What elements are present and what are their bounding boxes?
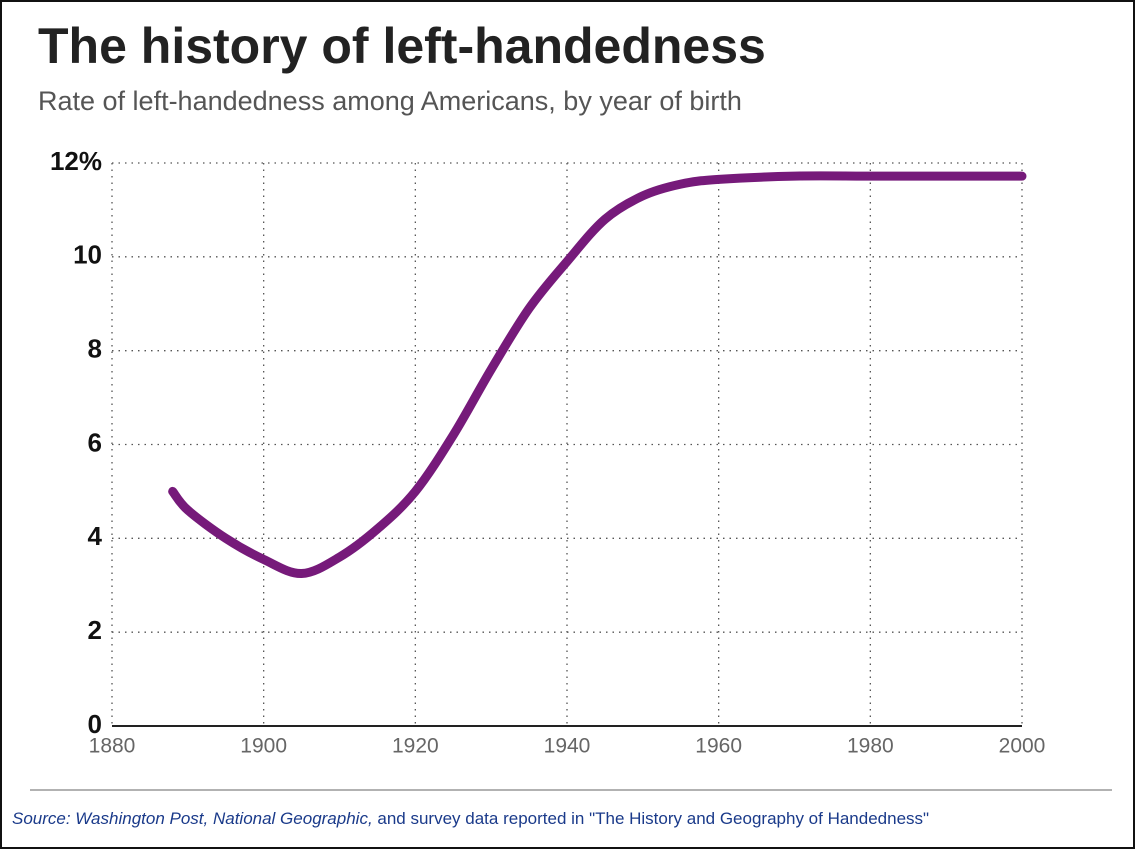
y-tick-label: 10 — [73, 240, 102, 270]
y-tick-label: 4 — [88, 521, 103, 551]
y-tick-label: 2 — [88, 615, 102, 645]
y-tick-label: 0 — [88, 709, 102, 739]
x-tick-label: 2000 — [999, 735, 1046, 758]
chart-subtitle: Rate of left-handedness among Americans,… — [38, 86, 742, 116]
line — [168, 171, 1027, 579]
x-tick-label: 1960 — [695, 735, 742, 758]
x-tick-label: 1920 — [392, 735, 439, 758]
y-tick-label: 6 — [88, 427, 102, 457]
y-tick-label: 8 — [88, 334, 102, 364]
x-tick-label: 1900 — [240, 735, 287, 758]
x-tick-label: 1940 — [544, 735, 591, 758]
source-note: and survey data reported in "The History… — [373, 809, 929, 828]
y-tick-label: 12% — [50, 146, 102, 176]
x-tick-label: 1980 — [847, 735, 894, 758]
source: Source: Washington Post, National Geogra… — [12, 809, 929, 828]
x-tick-label: 1880 — [89, 735, 136, 758]
source-citation: Source: Washington Post, National Geogra… — [12, 809, 373, 828]
chart-title: The history of left-handedness — [38, 18, 766, 74]
